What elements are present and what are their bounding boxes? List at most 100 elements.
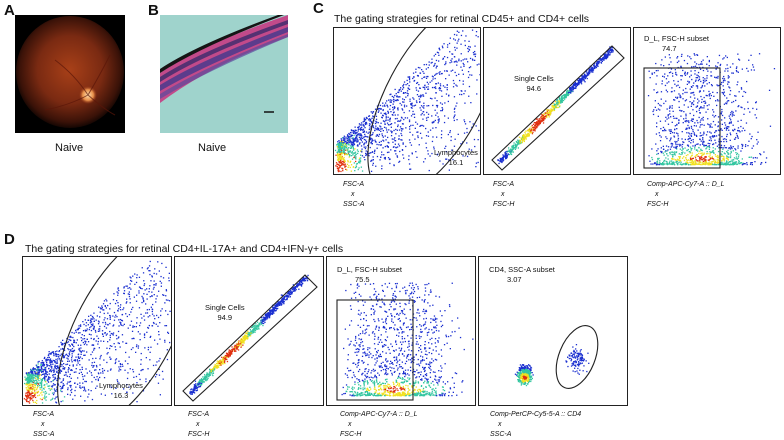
event-dot (32, 375, 34, 377)
event-dot (664, 159, 666, 161)
event-dot (540, 117, 542, 119)
event-dot (55, 401, 57, 403)
event-dot (79, 350, 81, 352)
event-dot (36, 380, 38, 382)
event-dot (660, 163, 663, 166)
event-dot (541, 120, 544, 122)
event-dot (460, 143, 462, 145)
event-dot (460, 53, 462, 55)
event-dot (341, 146, 343, 148)
event-dot (723, 89, 725, 91)
event-dot (441, 45, 444, 47)
event-dot (741, 145, 744, 147)
event-dot (689, 157, 692, 159)
event-dot (45, 392, 48, 394)
event-dot (737, 53, 739, 55)
event-dot (340, 141, 342, 143)
event-dot (73, 349, 76, 351)
event-dot (364, 119, 366, 121)
event-dot (109, 315, 112, 317)
event-dot (62, 354, 64, 356)
event-dot (143, 315, 145, 317)
event-dot (721, 123, 723, 125)
event-dot (67, 355, 69, 357)
event-dot (717, 121, 720, 123)
event-dot (347, 150, 349, 152)
event-dot (704, 85, 706, 87)
event-dot (583, 80, 585, 82)
event-dot (689, 156, 692, 158)
event-dot (109, 322, 111, 325)
event-dot (685, 119, 687, 122)
event-dot (737, 157, 739, 159)
event-dot (363, 142, 366, 144)
event-dot (676, 97, 678, 99)
event-dot (354, 151, 357, 153)
event-dot (677, 135, 679, 137)
event-dot (452, 69, 454, 71)
event-dot (722, 79, 725, 81)
event-dot (663, 161, 665, 163)
event-dot (166, 358, 169, 361)
event-dot (653, 162, 656, 165)
event-dot (34, 384, 37, 386)
event-dot (456, 61, 458, 63)
event-dot (69, 384, 71, 387)
event-dot (344, 141, 346, 143)
event-dot (436, 106, 438, 108)
event-dot (384, 135, 386, 137)
event-dot (689, 146, 692, 148)
event-dot (369, 146, 371, 149)
event-dot (24, 382, 26, 385)
event-dot (98, 321, 100, 323)
event-dot (709, 152, 711, 155)
event-dot (549, 112, 551, 114)
event-dot (667, 163, 669, 165)
event-dot (337, 170, 340, 173)
event-dot (40, 362, 42, 364)
event-dot (701, 163, 703, 165)
event-dot (392, 112, 395, 114)
event-dot (691, 163, 694, 166)
event-dot (82, 338, 84, 340)
event-dot (416, 131, 418, 133)
event-dot (146, 309, 148, 311)
event-dot (135, 326, 137, 328)
event-dot (354, 133, 356, 135)
event-dot (136, 317, 138, 319)
event-dot (365, 131, 368, 133)
event-dot (394, 137, 396, 139)
event-dot (703, 107, 705, 109)
event-dot (737, 137, 739, 139)
event-dot (370, 138, 372, 140)
event-dot (335, 165, 337, 167)
event-dot (28, 389, 30, 391)
event-dot (77, 356, 80, 358)
event-dot (95, 319, 97, 321)
event-dot (158, 374, 161, 376)
event-dot (371, 134, 373, 136)
event-dot (131, 338, 133, 340)
event-dot (727, 158, 729, 161)
event-dot (32, 372, 34, 374)
event-dot (651, 73, 653, 75)
event-dot (707, 142, 709, 145)
event-dot (702, 159, 704, 161)
event-dot (666, 137, 668, 140)
event-dot (457, 133, 459, 135)
event-dot (410, 104, 412, 106)
event-dot (31, 391, 33, 393)
event-dot (368, 155, 370, 157)
event-dot (376, 134, 378, 136)
event-dot (345, 147, 347, 149)
event-dot (421, 137, 423, 139)
event-dot (389, 104, 392, 107)
event-dot (375, 135, 377, 137)
event-dot (425, 135, 428, 137)
event-dot (32, 367, 35, 369)
event-dot (415, 100, 418, 102)
event-dot (47, 385, 49, 387)
event-dot (398, 138, 400, 140)
event-dot (129, 324, 131, 326)
event-dot (357, 139, 359, 141)
